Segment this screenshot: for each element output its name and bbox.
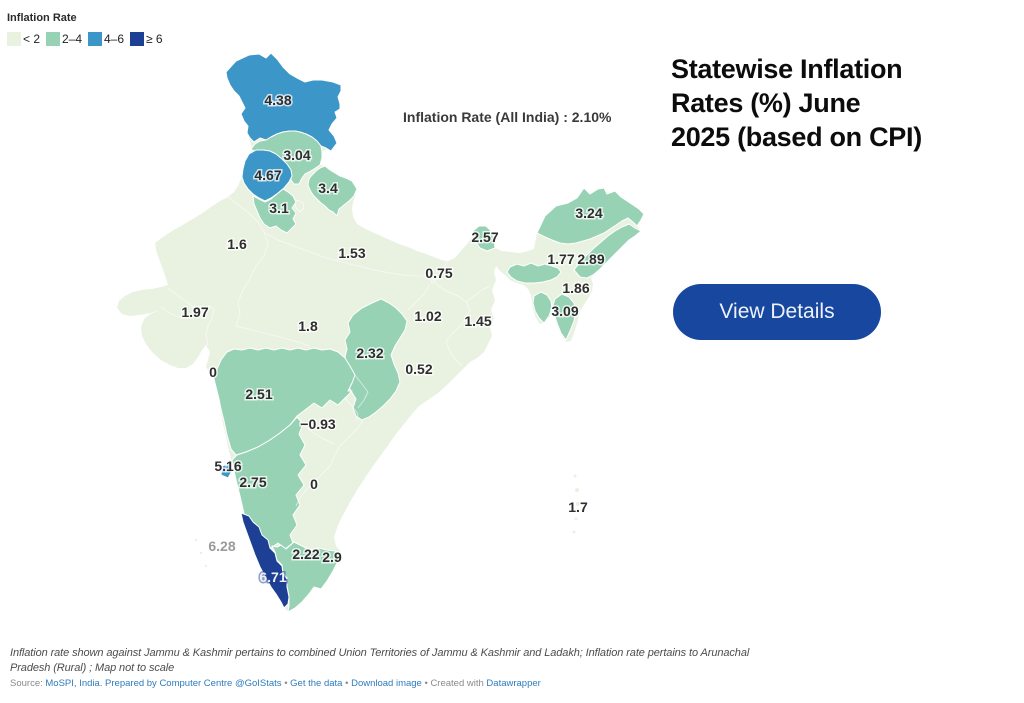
svg-text:0: 0 (209, 364, 217, 380)
svg-text:1.8: 1.8 (298, 318, 318, 334)
svg-text:0.52: 0.52 (405, 361, 432, 377)
svg-text:1.77: 1.77 (547, 251, 574, 267)
svg-text:3.4: 3.4 (318, 180, 338, 196)
svg-text:4.67: 4.67 (254, 167, 281, 183)
svg-text:2.89: 2.89 (577, 251, 604, 267)
svg-text:6.28: 6.28 (208, 538, 235, 554)
svg-text:2.9: 2.9 (322, 549, 342, 565)
svg-text:3.09: 3.09 (551, 303, 578, 319)
svg-text:2.57: 2.57 (471, 229, 498, 245)
svg-text:1.86: 1.86 (562, 280, 589, 296)
svg-text:3.24: 3.24 (575, 205, 602, 221)
svg-text:1.6: 1.6 (227, 236, 247, 252)
svg-text:1.53: 1.53 (338, 245, 365, 261)
svg-text:0.75: 0.75 (425, 265, 452, 281)
svg-text:4.38: 4.38 (264, 92, 291, 108)
svg-text:3.1: 3.1 (269, 200, 289, 216)
svg-text:6.71: 6.71 (259, 569, 286, 585)
svg-text:−0.93: −0.93 (300, 416, 336, 432)
svg-text:1.02: 1.02 (414, 308, 441, 324)
svg-text:2.22: 2.22 (292, 546, 319, 562)
svg-text:2.75: 2.75 (239, 474, 266, 490)
svg-text:3.04: 3.04 (283, 147, 310, 163)
svg-text:1.7: 1.7 (568, 499, 588, 515)
svg-text:1.97: 1.97 (181, 304, 208, 320)
svg-text:1.45: 1.45 (464, 313, 491, 329)
svg-text:2.32: 2.32 (356, 345, 383, 361)
svg-text:5.16: 5.16 (214, 458, 241, 474)
svg-text:2.51: 2.51 (245, 386, 272, 402)
svg-text:0: 0 (310, 476, 318, 492)
